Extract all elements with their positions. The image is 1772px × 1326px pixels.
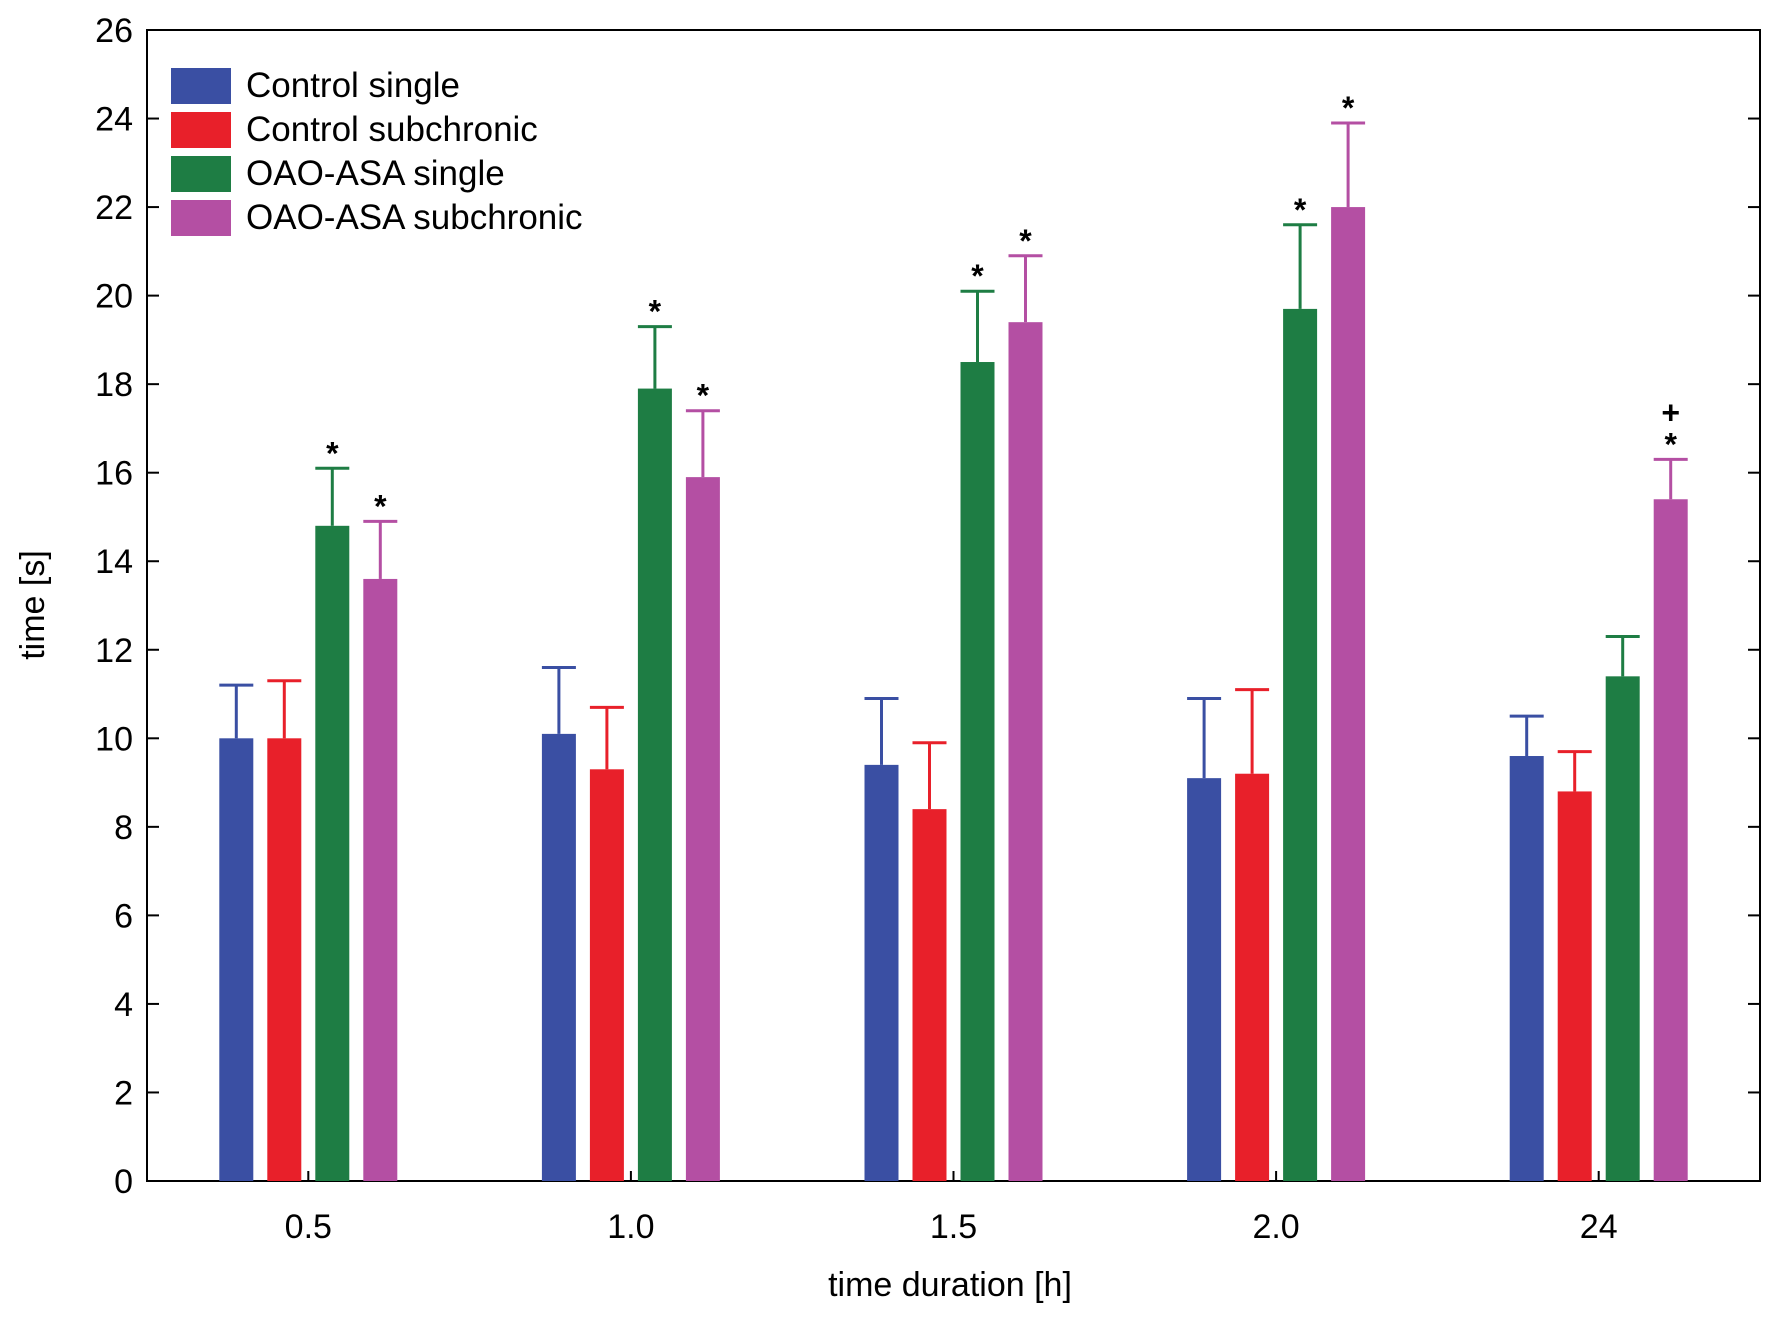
- y-tick-label: 14: [95, 543, 133, 581]
- significance-mark: *: [1664, 426, 1677, 462]
- y-tick-label: 4: [114, 986, 133, 1024]
- y-tick-label: 26: [95, 12, 133, 50]
- legend-label: Control single: [246, 66, 460, 105]
- y-tick-label: 2: [114, 1074, 133, 1112]
- significance-mark: *: [374, 488, 387, 524]
- bar: [1605, 676, 1640, 1181]
- x-tick-label: 2.0: [1252, 1208, 1299, 1246]
- x-axis: 0.5 1.0 1.5 2.0 24: [285, 1171, 1618, 1246]
- y-tick-label: 20: [95, 278, 133, 316]
- bar: [1187, 778, 1222, 1181]
- y-tick-label: 18: [95, 366, 133, 404]
- bar: [1283, 308, 1318, 1182]
- x-tick-label: 0.5: [285, 1208, 332, 1246]
- y-tick-label: 16: [95, 455, 133, 493]
- bar: [1008, 322, 1043, 1182]
- y-axis-label: time [s]: [14, 550, 52, 660]
- significance-mark: *: [697, 378, 710, 414]
- legend-swatch: [171, 112, 231, 148]
- legend-swatch: [171, 156, 231, 192]
- significance-mark: *: [1294, 192, 1307, 228]
- bar-series: *********+: [219, 90, 1688, 1182]
- bar: [541, 733, 576, 1181]
- bar: [219, 738, 254, 1181]
- bar: [960, 362, 995, 1181]
- bar: [1509, 756, 1544, 1181]
- y-tick-label: 10: [95, 720, 133, 758]
- legend-swatch: [171, 200, 231, 236]
- bar: [1235, 773, 1270, 1181]
- y-tick-label: 24: [95, 101, 133, 139]
- y-tick-label: 8: [114, 809, 133, 847]
- bar: [315, 525, 350, 1181]
- legend-label: OAO-ASA single: [246, 154, 505, 193]
- x-tick-label: 1.0: [607, 1208, 654, 1246]
- significance-mark: *: [1019, 223, 1032, 259]
- y-tick-label: 6: [114, 897, 133, 935]
- x-axis-label: time duration [h]: [828, 1266, 1072, 1304]
- y-tick-label: 0: [114, 1163, 133, 1201]
- bar: [1557, 791, 1592, 1181]
- legend-swatch: [171, 68, 231, 104]
- bar: [864, 764, 899, 1181]
- significance-mark: +: [1661, 394, 1680, 430]
- significance-mark: *: [326, 435, 339, 471]
- plot-area: [146, 29, 1761, 1182]
- legend: Control single Control subchronic OAO-ASA …: [171, 66, 583, 237]
- bar: [267, 738, 302, 1181]
- legend-label: OAO-ASA subchronic: [246, 198, 583, 237]
- x-tick-label: 1.5: [930, 1208, 977, 1246]
- bar: [589, 769, 624, 1181]
- bar: [363, 578, 398, 1181]
- significance-mark: *: [649, 294, 662, 330]
- bar: [1653, 499, 1688, 1181]
- bar: [637, 388, 672, 1181]
- y-tick-label: 22: [95, 189, 133, 227]
- y-tick-label: 12: [95, 632, 133, 670]
- bar: [1331, 207, 1366, 1182]
- legend-label: Control subchronic: [246, 110, 538, 149]
- bar: [912, 809, 947, 1181]
- bar: [685, 477, 720, 1181]
- significance-mark: *: [1342, 90, 1355, 126]
- significance-mark: *: [971, 258, 984, 294]
- x-tick-label: 24: [1580, 1208, 1618, 1246]
